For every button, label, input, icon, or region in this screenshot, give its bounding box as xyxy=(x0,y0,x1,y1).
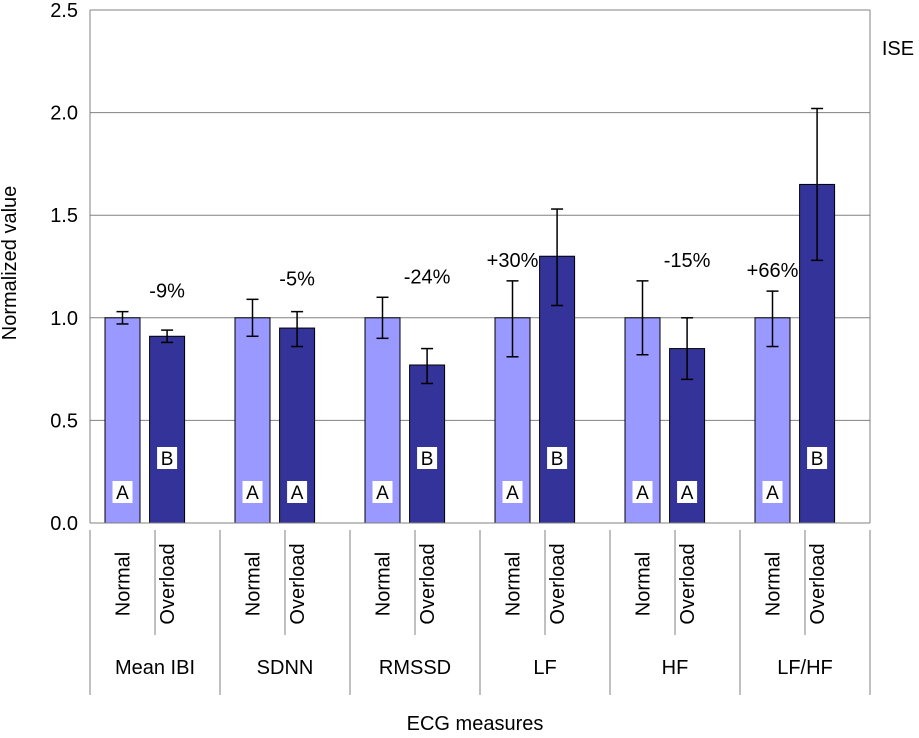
letter-box xyxy=(157,447,178,469)
y-axis-label: Normalized value xyxy=(0,186,21,341)
percent-change-label: -15% xyxy=(664,250,711,272)
group-label: LF/HF xyxy=(777,657,833,679)
significance-letter: A xyxy=(116,483,129,504)
significance-letter: A xyxy=(766,483,779,504)
condition-label: Normal xyxy=(113,552,135,616)
significance-letter: B xyxy=(161,449,174,470)
significance-letter: B xyxy=(811,449,824,470)
condition-label: Overload xyxy=(287,543,309,624)
significance-letter: A xyxy=(506,483,519,504)
group-label: SDNN xyxy=(257,657,314,679)
group-label: RMSSD xyxy=(379,657,451,679)
condition-label: Overload xyxy=(547,543,569,624)
significance-letter: A xyxy=(636,483,649,504)
letter-box xyxy=(112,481,133,503)
y-tick-label: 1.5 xyxy=(50,205,78,227)
ise-annotation: ISE xyxy=(882,38,914,60)
significance-letter: B xyxy=(421,449,434,470)
x-axis-label: ECG measures xyxy=(407,713,544,735)
group-label: LF xyxy=(533,657,556,679)
letter-box xyxy=(372,481,393,503)
letter-box xyxy=(242,481,263,503)
letter-box xyxy=(287,481,308,503)
bars: A B -9% A A -5% A B -24% A B +30% A A -15% A B +66% xyxy=(104,107,836,524)
significance-letter: A xyxy=(681,483,694,504)
bar-overload xyxy=(409,364,446,524)
letter-box xyxy=(677,481,698,503)
percent-change-label: -24% xyxy=(404,266,451,288)
group-label: HF xyxy=(662,657,689,679)
gridlines xyxy=(90,9,870,421)
condition-label: Normal xyxy=(503,552,525,616)
y-tick-label: 0.5 xyxy=(50,410,78,432)
significance-letter: A xyxy=(246,483,259,504)
x-axis-categories: Mean IBI Normal Overload SDNN Normal Overload… xyxy=(89,530,871,695)
condition-label: Overload xyxy=(807,543,829,624)
significance-letter: B xyxy=(551,449,564,470)
letter-box xyxy=(762,481,783,503)
condition-label: Normal xyxy=(373,552,395,616)
percent-change-label: -5% xyxy=(279,268,315,290)
y-tick-label: 1.0 xyxy=(50,308,78,330)
y-tick-label: 2.5 xyxy=(50,0,78,22)
percent-change-label: +30% xyxy=(487,250,539,272)
percent-change-label: -9% xyxy=(149,281,185,303)
condition-label: Normal xyxy=(243,552,265,616)
group-label: Mean IBI xyxy=(115,657,195,679)
axes xyxy=(89,10,871,524)
bar-overload xyxy=(149,335,186,524)
condition-label: Normal xyxy=(633,552,655,616)
condition-label: Overload xyxy=(157,543,179,624)
percent-change-label: +66% xyxy=(747,260,799,282)
significance-letter: A xyxy=(376,483,389,504)
condition-label: Overload xyxy=(417,543,439,624)
y-axis-ticks: 0.0 0.5 1.0 1.5 2.0 2.5 xyxy=(50,0,78,535)
letter-box xyxy=(547,447,568,469)
condition-label: Normal xyxy=(763,552,785,616)
y-tick-label: 2.0 xyxy=(50,103,78,125)
letter-box xyxy=(417,447,438,469)
letter-box xyxy=(502,481,523,503)
letter-box xyxy=(632,481,653,503)
condition-label: Overload xyxy=(677,543,699,624)
significance-letter: A xyxy=(291,483,304,504)
letter-box xyxy=(807,447,828,469)
y-tick-label: 0.0 xyxy=(50,513,78,535)
